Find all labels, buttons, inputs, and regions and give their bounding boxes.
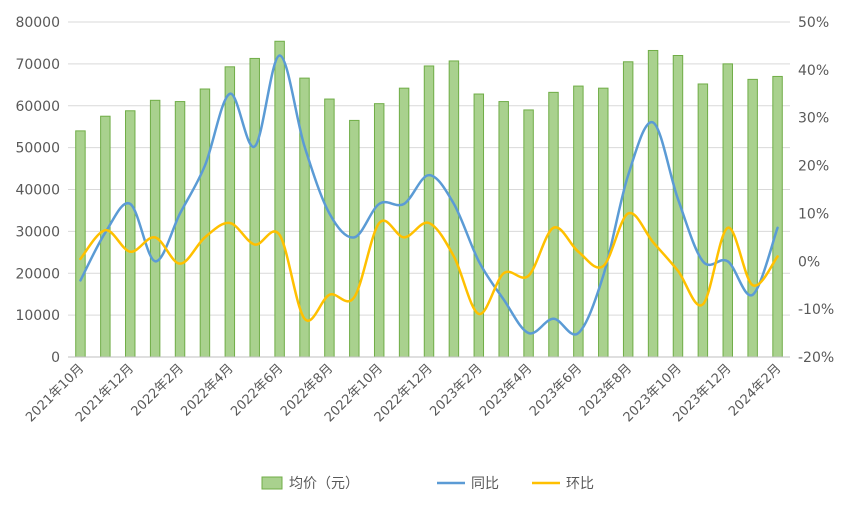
bar xyxy=(149,99,161,358)
y-right-tick-label: -20% xyxy=(798,350,834,366)
x-tick-label: 2023年2月 xyxy=(427,361,485,419)
bar xyxy=(498,101,509,358)
bar xyxy=(299,77,310,358)
bar xyxy=(523,109,534,358)
bar xyxy=(548,91,559,358)
line-series-layer xyxy=(79,54,779,336)
x-tick-label: 2022年4月 xyxy=(178,361,236,419)
y-right-tick-label: 40% xyxy=(798,63,829,79)
mom-line xyxy=(79,211,779,322)
bar xyxy=(174,101,186,358)
bar xyxy=(199,88,211,358)
y-right-tick-label: 0% xyxy=(798,254,820,270)
y-left-tick-label: 40000 xyxy=(15,183,60,199)
bar xyxy=(772,75,783,358)
bar xyxy=(747,78,758,358)
bar xyxy=(647,49,659,358)
y-right-tick-label: 20% xyxy=(798,159,829,175)
bar xyxy=(324,98,335,358)
bar xyxy=(598,87,609,358)
y-left-tick-label: 60000 xyxy=(15,99,60,115)
legend-swatch-bar xyxy=(261,476,283,490)
y-left-tick-label: 50000 xyxy=(15,141,60,157)
legend: 均价（元） 同比 环比 xyxy=(261,476,594,492)
bar xyxy=(224,66,236,358)
y-left-tick-label: 20000 xyxy=(15,266,60,282)
y-right-tick-label: 50% xyxy=(798,15,829,31)
x-tick-label: 2023年6月 xyxy=(527,361,585,419)
y-left-tick-label: 0 xyxy=(51,350,60,366)
bar xyxy=(125,110,136,358)
bar xyxy=(398,87,410,358)
bar xyxy=(423,65,435,358)
y-right-tick-label: 10% xyxy=(798,206,829,222)
y-left-tick-label: 10000 xyxy=(15,308,60,324)
bar xyxy=(622,61,634,358)
bar xyxy=(249,57,260,358)
bar xyxy=(274,40,285,358)
bar xyxy=(75,130,86,358)
legend-label: 同比 xyxy=(471,476,499,492)
x-tick-label: 2024年2月 xyxy=(726,361,784,419)
x-tick-label: 2022年6月 xyxy=(228,361,286,419)
legend-label: 均价（元） xyxy=(289,476,359,492)
x-tick-label: 2022年2月 xyxy=(129,361,187,419)
bar xyxy=(473,93,485,358)
bar xyxy=(349,119,360,358)
y-left-tick-label: 70000 xyxy=(15,57,60,73)
bar xyxy=(722,63,733,358)
yoy-line xyxy=(79,54,779,336)
x-tick-label: 2023年4月 xyxy=(477,361,535,419)
bar xyxy=(573,85,584,358)
bar-series-avg-price xyxy=(75,40,783,358)
y-right-tick-label: -10% xyxy=(798,302,834,318)
legend-label: 环比 xyxy=(566,476,594,492)
y-left-tick-label: 80000 xyxy=(15,15,60,31)
bar xyxy=(697,83,709,358)
y-right-tick-label: 30% xyxy=(798,111,829,127)
y-left-tick-label: 30000 xyxy=(15,224,60,240)
